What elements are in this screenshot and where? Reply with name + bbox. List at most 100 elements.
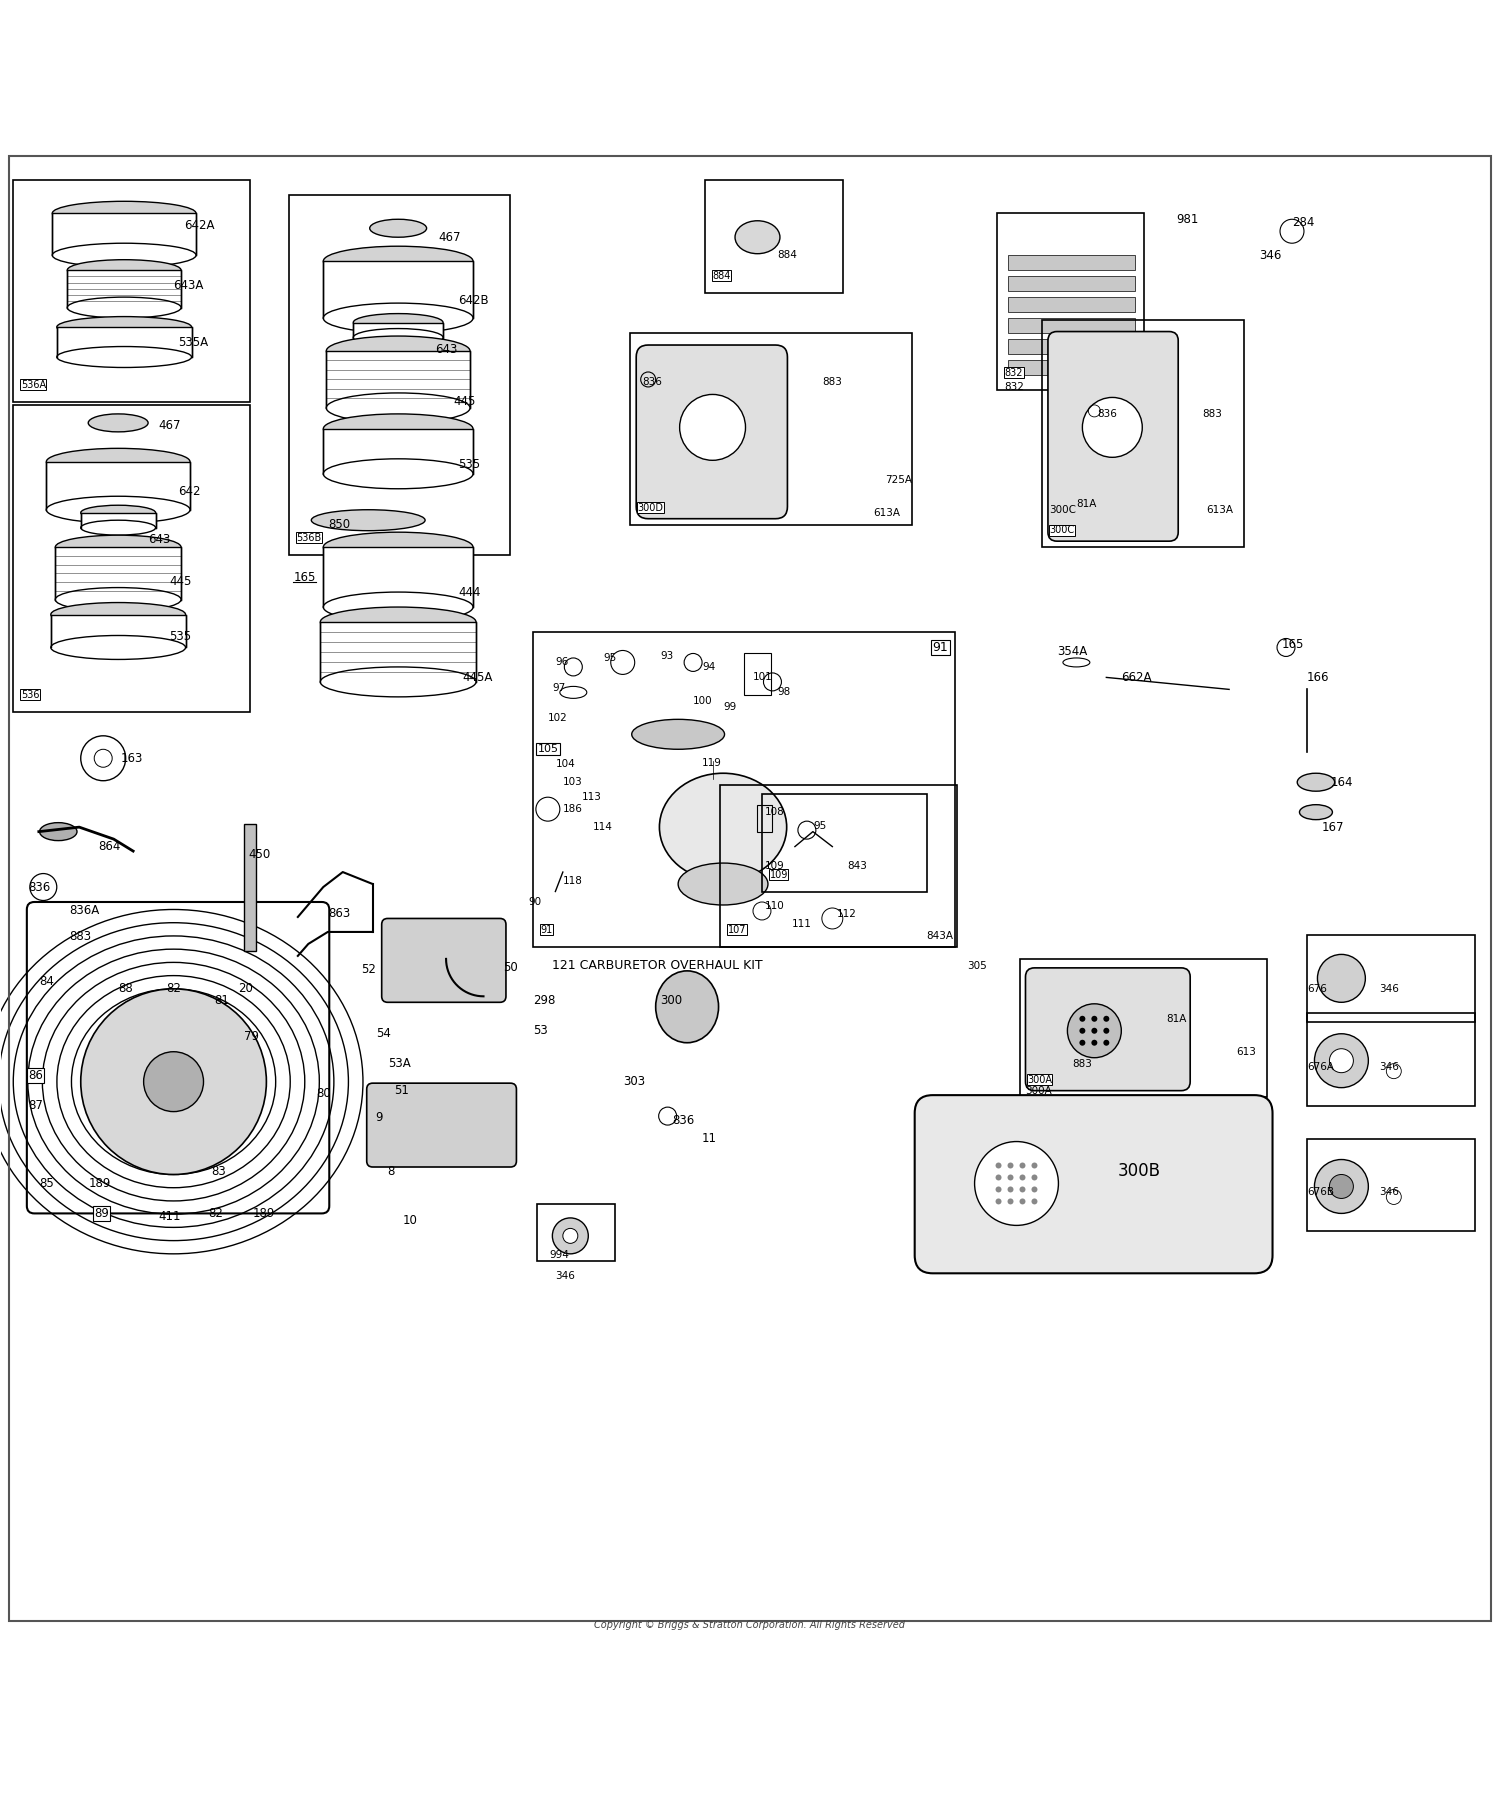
Bar	[630, 333, 912, 525]
Text: 10: 10	[402, 1214, 417, 1228]
Text: 836: 836	[1098, 408, 1118, 419]
Bar	[1306, 1138, 1474, 1232]
Text: 96: 96	[555, 658, 568, 667]
Ellipse shape	[46, 496, 190, 523]
Text: 300A: 300A	[1028, 1075, 1051, 1084]
Text: 836: 836	[672, 1115, 694, 1127]
Text: 613A: 613A	[1206, 505, 1233, 514]
Text: 843: 843	[847, 861, 867, 870]
Circle shape	[1020, 1174, 1026, 1181]
Text: 103: 103	[562, 777, 582, 788]
Circle shape	[680, 394, 746, 460]
Text: 300C: 300C	[1050, 525, 1074, 536]
Ellipse shape	[57, 316, 192, 338]
Ellipse shape	[324, 458, 472, 489]
Bar	[13, 180, 250, 403]
Text: 883: 883	[69, 930, 92, 942]
Bar	[537, 1205, 615, 1262]
Circle shape	[1032, 1174, 1038, 1181]
Ellipse shape	[656, 971, 718, 1043]
Ellipse shape	[1299, 806, 1332, 820]
Circle shape	[996, 1187, 1002, 1192]
Text: 51: 51	[393, 1084, 408, 1097]
Text: 300B: 300B	[1118, 1163, 1161, 1181]
Text: 346: 346	[1378, 1187, 1398, 1197]
Ellipse shape	[321, 667, 476, 698]
Text: 94: 94	[702, 662, 715, 672]
Bar	[68, 270, 182, 307]
Ellipse shape	[46, 448, 190, 475]
Text: 82: 82	[166, 982, 182, 996]
Circle shape	[975, 1142, 1059, 1226]
Circle shape	[1080, 1016, 1086, 1021]
Text: 883: 883	[1072, 1059, 1092, 1068]
Ellipse shape	[81, 505, 156, 520]
Text: 445: 445	[170, 575, 192, 588]
Text: 863: 863	[328, 908, 350, 921]
Text: 535A: 535A	[178, 336, 209, 349]
Circle shape	[1032, 1199, 1038, 1205]
Text: 536: 536	[21, 690, 39, 699]
Bar	[1020, 958, 1266, 1097]
Text: 981: 981	[1176, 212, 1198, 227]
Ellipse shape	[735, 221, 780, 254]
Text: 300C: 300C	[1050, 505, 1077, 514]
Bar	[762, 795, 927, 892]
Bar	[352, 322, 442, 338]
Bar	[1008, 360, 1136, 376]
Circle shape	[1080, 1028, 1086, 1034]
Text: 87: 87	[28, 1099, 44, 1113]
Ellipse shape	[88, 414, 148, 432]
Text: 164: 164	[1330, 775, 1353, 789]
Circle shape	[1104, 1039, 1110, 1046]
Ellipse shape	[53, 243, 196, 268]
Bar	[324, 261, 472, 318]
Text: 102: 102	[548, 712, 567, 723]
FancyBboxPatch shape	[1026, 967, 1190, 1091]
Ellipse shape	[660, 773, 786, 881]
Circle shape	[1329, 1174, 1353, 1199]
Bar	[1042, 320, 1244, 547]
Text: 676B: 676B	[1306, 1187, 1334, 1197]
Text: 113: 113	[582, 793, 602, 802]
Text: 994: 994	[549, 1250, 568, 1260]
Text: 305: 305	[968, 962, 987, 971]
Bar	[46, 462, 190, 509]
Text: 89: 89	[94, 1206, 110, 1219]
Text: 346: 346	[1378, 1061, 1398, 1072]
Bar	[327, 351, 470, 408]
Text: 11: 11	[702, 1133, 717, 1145]
Ellipse shape	[632, 719, 724, 750]
Circle shape	[81, 989, 267, 1174]
Circle shape	[1068, 1003, 1122, 1057]
Text: 90: 90	[528, 897, 542, 906]
Text: 445: 445	[453, 396, 476, 408]
Circle shape	[996, 1199, 1002, 1205]
Bar	[321, 622, 476, 681]
Bar	[744, 653, 771, 696]
Bar	[57, 327, 192, 358]
Text: 300A: 300A	[1026, 1086, 1051, 1095]
Bar	[51, 615, 186, 647]
Text: 101: 101	[753, 672, 772, 683]
Text: 354A: 354A	[1058, 645, 1088, 658]
Text: 83: 83	[211, 1165, 225, 1178]
Text: 114: 114	[592, 822, 612, 832]
Circle shape	[1008, 1187, 1014, 1192]
Text: 676A: 676A	[1306, 1061, 1334, 1072]
Bar	[1008, 318, 1136, 333]
Text: 99: 99	[723, 703, 736, 712]
Bar	[720, 786, 957, 948]
Text: 79: 79	[244, 1030, 260, 1043]
Text: 642B: 642B	[458, 293, 489, 307]
Ellipse shape	[53, 201, 196, 225]
Text: 832: 832	[1005, 369, 1023, 378]
Text: 613A: 613A	[873, 507, 900, 518]
Text: 82: 82	[209, 1206, 224, 1219]
Ellipse shape	[321, 608, 476, 636]
FancyBboxPatch shape	[1048, 331, 1178, 541]
Text: 843A: 843A	[927, 931, 954, 942]
Circle shape	[1032, 1187, 1038, 1192]
Text: 53: 53	[532, 1025, 548, 1037]
Text: 165: 165	[1281, 638, 1304, 651]
